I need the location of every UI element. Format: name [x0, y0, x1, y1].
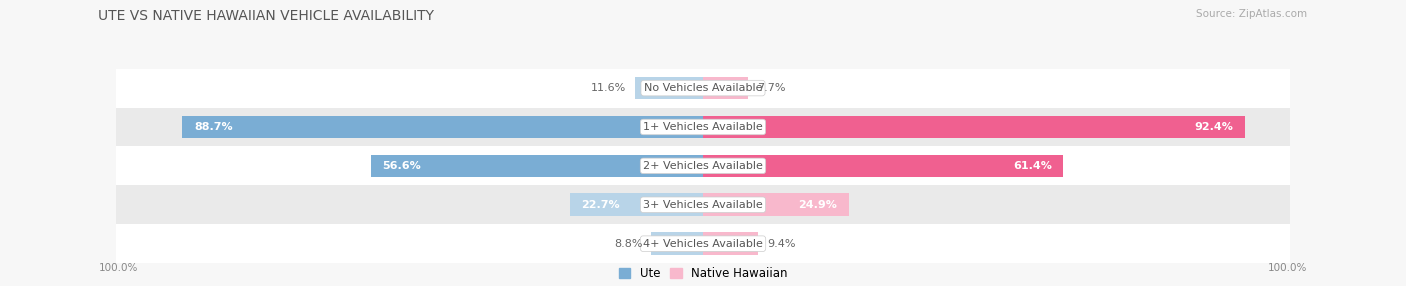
- Text: 92.4%: 92.4%: [1195, 122, 1233, 132]
- Bar: [651, 233, 703, 255]
- Bar: [703, 233, 758, 255]
- Text: 56.6%: 56.6%: [382, 161, 422, 171]
- Text: Source: ZipAtlas.com: Source: ZipAtlas.com: [1197, 9, 1308, 19]
- Text: 100.0%: 100.0%: [1268, 263, 1308, 273]
- Text: 100.0%: 100.0%: [98, 263, 138, 273]
- Legend: Ute, Native Hawaiian: Ute, Native Hawaiian: [619, 267, 787, 280]
- Bar: [636, 77, 703, 99]
- Bar: [117, 69, 1289, 108]
- Text: 3+ Vehicles Available: 3+ Vehicles Available: [643, 200, 763, 210]
- Bar: [703, 194, 849, 216]
- Bar: [117, 108, 1289, 146]
- Text: 24.9%: 24.9%: [799, 200, 838, 210]
- Bar: [703, 77, 748, 99]
- Text: No Vehicles Available: No Vehicles Available: [644, 83, 762, 93]
- Bar: [117, 146, 1289, 185]
- Bar: [117, 224, 1289, 263]
- Text: 22.7%: 22.7%: [582, 200, 620, 210]
- Text: 61.4%: 61.4%: [1012, 161, 1052, 171]
- Text: 4+ Vehicles Available: 4+ Vehicles Available: [643, 239, 763, 249]
- Bar: [371, 155, 703, 177]
- Text: 8.8%: 8.8%: [614, 239, 643, 249]
- Bar: [183, 116, 703, 138]
- Text: 88.7%: 88.7%: [194, 122, 233, 132]
- Text: 1+ Vehicles Available: 1+ Vehicles Available: [643, 122, 763, 132]
- Text: 11.6%: 11.6%: [591, 83, 626, 93]
- Bar: [703, 116, 1246, 138]
- Bar: [569, 194, 703, 216]
- Text: UTE VS NATIVE HAWAIIAN VEHICLE AVAILABILITY: UTE VS NATIVE HAWAIIAN VEHICLE AVAILABIL…: [98, 9, 434, 23]
- Text: 2+ Vehicles Available: 2+ Vehicles Available: [643, 161, 763, 171]
- Text: 7.7%: 7.7%: [756, 83, 786, 93]
- Bar: [117, 185, 1289, 224]
- Text: 9.4%: 9.4%: [768, 239, 796, 249]
- Bar: [703, 155, 1063, 177]
